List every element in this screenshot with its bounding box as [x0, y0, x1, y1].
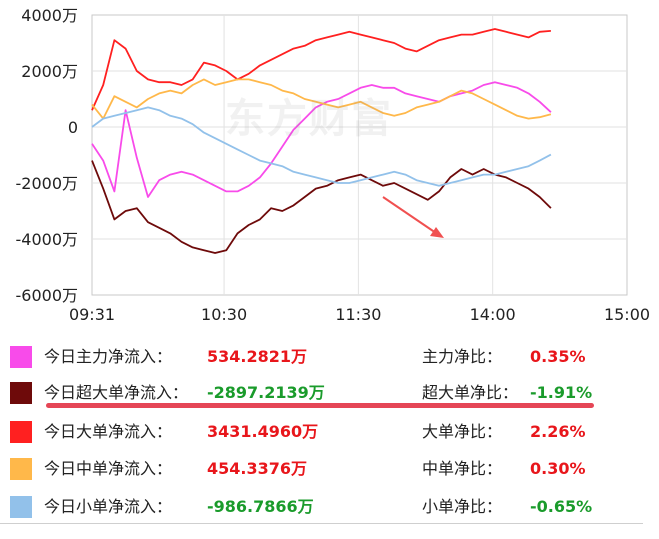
legend-row: 今日超大单净流入： -2897.2139万 超大单净比： -1.91%	[0, 375, 659, 411]
legend-value: 454.3376万	[207, 459, 308, 478]
legend-label: 今日超大单净流入：	[44, 383, 189, 402]
legend-label: 今日中单净流入：	[44, 459, 173, 478]
ratio-label: 小单净比：	[422, 497, 503, 516]
legend-value: 3431.4960万	[207, 422, 319, 441]
series-line-4	[91, 78, 552, 120]
legend-row: 今日大单净流入： 3431.4960万 大单净比： 2.26%	[0, 414, 659, 450]
ratio-value: 0.30%	[530, 459, 586, 478]
ratio-value: 2.26%	[530, 422, 586, 441]
legend-value: -986.7866万	[207, 497, 314, 516]
ratio-label: 中单净比：	[422, 459, 503, 478]
legend-swatch	[10, 346, 32, 368]
ratio-label: 主力净比：	[422, 347, 503, 366]
bottom-divider	[0, 523, 643, 524]
legend-label: 今日主力净流入：	[44, 347, 173, 366]
legend-swatch	[10, 382, 32, 404]
ratio-label: 大单净比：	[422, 422, 503, 441]
legend-row: 今日中单净流入： 454.3376万 中单净比： 0.30%	[0, 451, 659, 487]
legend-swatch	[10, 421, 32, 443]
ratio-value: 0.35%	[530, 347, 586, 366]
y-tick-label: 0	[68, 118, 78, 137]
legend-swatch	[10, 496, 32, 518]
y-tick-label: -4000万	[16, 230, 79, 249]
legend-row: 今日小单净流入： -986.7866万 小单净比： -0.65%	[0, 489, 659, 525]
ratio-value: -0.65%	[530, 497, 593, 516]
y-tick-label: 4000万	[21, 6, 78, 25]
x-tick-label: 10:30	[201, 305, 247, 324]
watermark-logo: 东方财富	[225, 96, 393, 142]
ratio-label: 超大单净比：	[422, 383, 519, 402]
series-line-5	[91, 106, 552, 187]
highlight-underline	[46, 403, 594, 408]
y-tick-label: -6000万	[16, 286, 79, 305]
x-tick-label: 09:31	[69, 305, 115, 324]
annotation-arrowhead-icon	[430, 227, 444, 238]
annotation-arrow-icon	[382, 196, 437, 234]
legend-row: 今日主力净流入： 534.2821万 主力净比： 0.35%	[0, 339, 659, 375]
x-tick-label: 11:30	[335, 305, 381, 324]
y-tick-label: 2000万	[21, 62, 78, 81]
plot-frame	[91, 14, 628, 296]
legend-swatch	[10, 458, 32, 480]
series-line-1	[91, 81, 552, 198]
legend-value: -2897.2139万	[207, 383, 325, 402]
x-tick-label: 15:00	[604, 305, 650, 324]
x-tick-label: 14:00	[470, 305, 516, 324]
series-line-2	[91, 160, 552, 254]
legend-label: 今日小单净流入：	[44, 497, 173, 516]
legend-value: 534.2821万	[207, 347, 308, 366]
series-line-3	[91, 28, 551, 111]
legend-label: 今日大单净流入：	[44, 422, 173, 441]
y-tick-label: -2000万	[16, 174, 79, 193]
ratio-value: -1.91%	[530, 383, 593, 402]
